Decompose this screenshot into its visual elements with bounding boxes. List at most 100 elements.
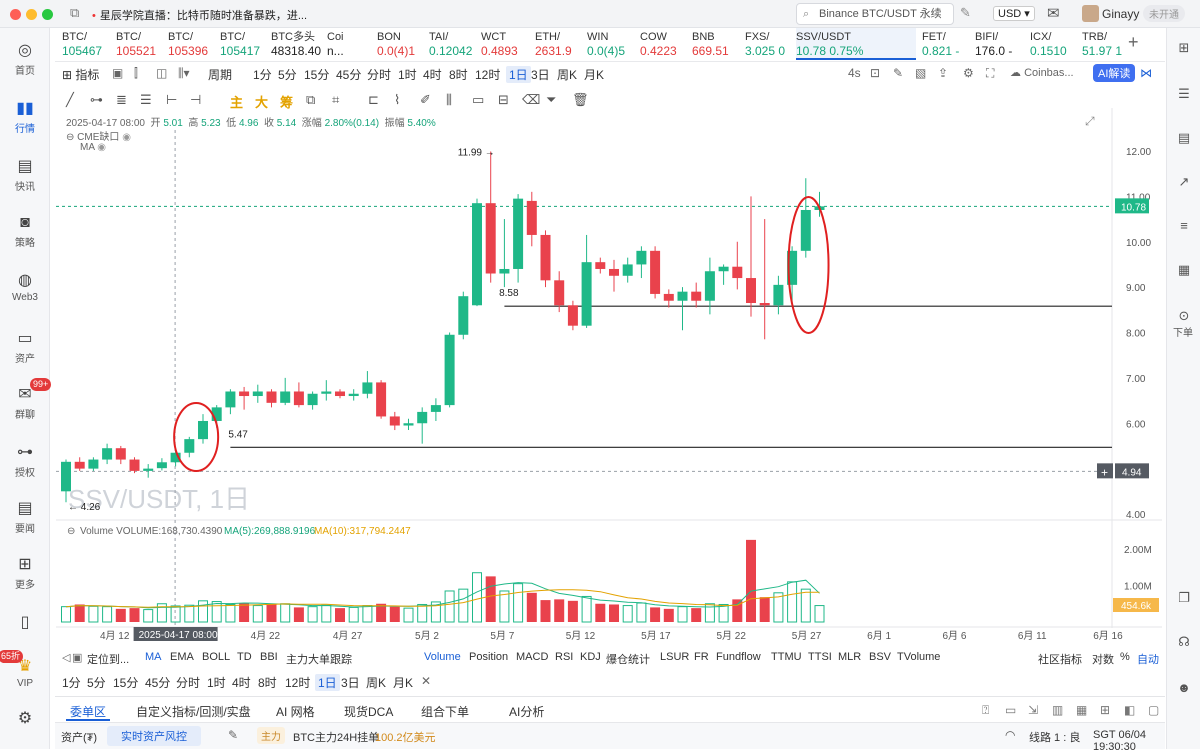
main-indicator-EMA[interactable]: EMA [170,651,194,663]
candle-body[interactable] [252,391,263,397]
hline-icon[interactable]: ⊢ [166,92,178,107]
sidebar-item-VIP[interactable]: ♛ VIP 65折 [0,650,50,689]
bottom-tab[interactable]: AI分析 [509,705,545,719]
image-icon[interactable]: ▧ [915,66,927,80]
ticker-tab[interactable]: FXS/3.025 0 [745,30,792,58]
sidebar-item-快讯[interactable]: ▤ 快讯 [0,158,50,193]
candle-body[interactable] [239,391,250,397]
candle-body[interactable] [499,268,510,274]
ray-icon[interactable]: ⊶ [90,92,103,107]
currency-select[interactable]: USD ▾ [993,6,1035,21]
candle-body[interactable] [663,293,674,301]
chart-option-社区指标[interactable]: 社区指标 [1038,654,1082,666]
trendline-icon[interactable]: ╱ [66,92,74,107]
candle-body[interactable] [732,266,743,279]
candle-body[interactable] [704,271,715,301]
add-tab-icon[interactable]: + [1128,32,1139,52]
sidebar-item-首页[interactable]: ◎ 首页 [0,42,50,77]
ai-interpret-button[interactable]: AI解读 [1093,64,1136,82]
locate-button[interactable]: 定位到... [87,654,130,666]
candle-body[interactable] [198,420,208,440]
ticker-tab[interactable]: BNB 669.51 [692,30,743,58]
interval-8时[interactable]: 8时 [449,68,468,82]
layout-panel-icon[interactable]: ▥ [1052,703,1064,717]
candle-body[interactable] [677,291,688,301]
main-tool[interactable]: 主 [230,95,244,110]
candle-body[interactable] [293,391,304,406]
chart-option-对数[interactable]: 对数 [1092,654,1114,666]
scale-panel-icon[interactable]: ⊞ [1100,703,1111,717]
period-dropdown[interactable]: 周期 [208,68,233,82]
candle-body[interactable] [403,423,414,426]
interval-分时[interactable]: 分时 [367,68,392,82]
ticker-tab[interactable]: Coi n... [327,30,375,58]
chip-tool[interactable]: 筹 [280,95,294,110]
refresh-rate[interactable]: 4s [848,66,861,80]
interval-15分[interactable]: 15分 [304,68,330,82]
ticker-tab[interactable]: BTC/105521 [116,30,166,58]
bottom-tab[interactable]: 现货DCA [344,705,394,719]
collapse-icon[interactable]: ⊖ [67,526,75,537]
sub-indicator-MACD[interactable]: MACD [516,651,549,663]
sub-indicator-LSUR[interactable]: LSUR [660,651,690,663]
candle-body[interactable] [389,416,400,426]
candle-body[interactable] [746,278,756,304]
bottom-tab[interactable]: AI 网格 [276,705,315,719]
trades-icon[interactable]: ▤ [1177,130,1191,145]
candle-body[interactable] [513,198,524,269]
candle-body[interactable] [280,391,291,403]
sidebar-item-更多[interactable]: ⊞ 更多 [0,556,50,591]
interval-bottom-1时[interactable]: 1时 [207,676,226,690]
sidebar-item-资产[interactable]: ▭ 资产 [0,330,50,365]
interval-bottom-分时[interactable]: 分时 [176,676,201,690]
table-icon[interactable]: ▦ [1177,262,1191,277]
minimize-window-button[interactable] [26,9,37,20]
ticker-tab[interactable]: WCT 0.4893 [481,30,533,58]
candle-body[interactable] [718,266,729,272]
candle-body[interactable] [156,462,167,469]
candle-body[interactable] [170,452,181,463]
hline-alt-icon[interactable]: ⊣ [190,92,202,107]
chart-option-自动[interactable]: 自动 [1137,654,1159,666]
parallel-icon[interactable]: ☰ [140,92,152,107]
candle-body[interactable] [554,280,565,306]
sub-indicator-FR[interactable]: FR [694,651,709,663]
trash-icon[interactable]: 🗑 [572,92,589,107]
candle-body[interactable] [266,391,277,403]
avatar[interactable] [1082,5,1099,22]
bot-icon[interactable]: ☻ [1177,680,1191,695]
ticker-tab[interactable]: TRB/51.97 1 [1082,30,1122,58]
membership-badge[interactable]: 未开通 [1143,5,1185,22]
ticker-tab[interactable]: ETH/2631.9 [535,30,585,58]
line-status[interactable]: 线路 1 : 良 [1029,732,1081,744]
text-icon[interactable]: ⊟ [498,92,509,107]
candle-body[interactable] [636,250,647,265]
risk-control-button[interactable]: 实时资产风控 [107,726,201,746]
help-icon[interactable]: ⍰ [982,703,990,717]
interval-bottom-1分[interactable]: 1分 [62,676,81,690]
compare-icon[interactable]: ⫼▾ [178,66,190,80]
ma-indicator[interactable]: MA ◉ [80,142,106,153]
interval-月K[interactable]: 月K [584,68,605,82]
sub-indicator-TVolume[interactable]: TVolume [897,651,941,663]
interval-1日[interactable]: 1日 [506,66,531,83]
candle-body[interactable] [759,303,770,306]
dock-panel-icon[interactable]: ◧ [1124,703,1136,717]
assets-label[interactable]: 资产(₮) [61,732,98,744]
ticker-tab[interactable]: WIN 0.0(4)5 [587,30,638,58]
fullscreen-icon[interactable]: ⛶ [986,66,995,80]
interval-bottom-5分[interactable]: 5分 [87,676,106,690]
sub-indicator-TTSI[interactable]: TTSI [808,651,832,663]
candle-body[interactable] [472,203,482,306]
edit-status-icon[interactable]: ✎ [228,728,239,742]
bottom-tab[interactable]: 组合下单 [421,705,470,719]
candle-body[interactable] [485,203,496,274]
grid-panel-icon[interactable]: ▦ [1076,703,1088,717]
sub-indicator-KDJ[interactable]: KDJ [580,651,601,663]
sidebar-item-行情[interactable]: ▮▮ 行情 [0,100,50,135]
maximize-chart-icon[interactable]: ⤢ [1085,114,1095,128]
interval-bottom-周K[interactable]: 周K [366,676,387,690]
interval-bottom-4时[interactable]: 4时 [232,676,251,690]
candle-body[interactable] [609,268,619,276]
interval-周K[interactable]: 周K [557,68,578,82]
